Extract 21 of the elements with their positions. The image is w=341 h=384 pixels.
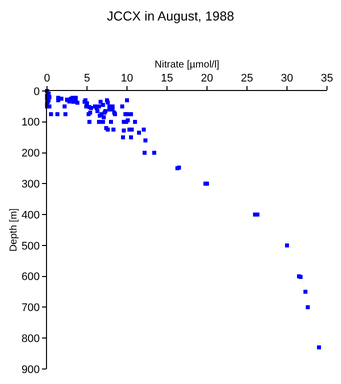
y-tick-label: 100: [21, 116, 40, 129]
y-tick-label: 0: [34, 86, 40, 98]
y-tick-label: 200: [21, 148, 40, 160]
y-axis-title: Depth [m]: [8, 208, 20, 252]
x-tick-label: 10: [120, 72, 134, 85]
x-axis-title: Nitrate [µmol/l]: [154, 60, 220, 71]
chart-title: JCCX in August, 1988: [106, 8, 234, 24]
x-tick-label: 20: [200, 72, 214, 85]
y-tick-label: 300: [21, 178, 40, 191]
x-tick-label: 5: [84, 72, 90, 85]
x-tick-label: 35: [320, 72, 334, 85]
y-tick-label: 900: [21, 364, 40, 376]
x-tick-label: 0: [44, 72, 50, 85]
y-tick-label: 800: [21, 332, 40, 345]
y-tick-label: 600: [21, 271, 40, 284]
x-tick-label: 30: [280, 72, 294, 85]
y-tick-label: 700: [21, 302, 40, 314]
y-tick-label: 500: [21, 240, 40, 252]
y-tick-label: 400: [21, 209, 40, 222]
x-tick-label: 25: [240, 72, 254, 85]
x-tick-label: 15: [160, 72, 174, 85]
